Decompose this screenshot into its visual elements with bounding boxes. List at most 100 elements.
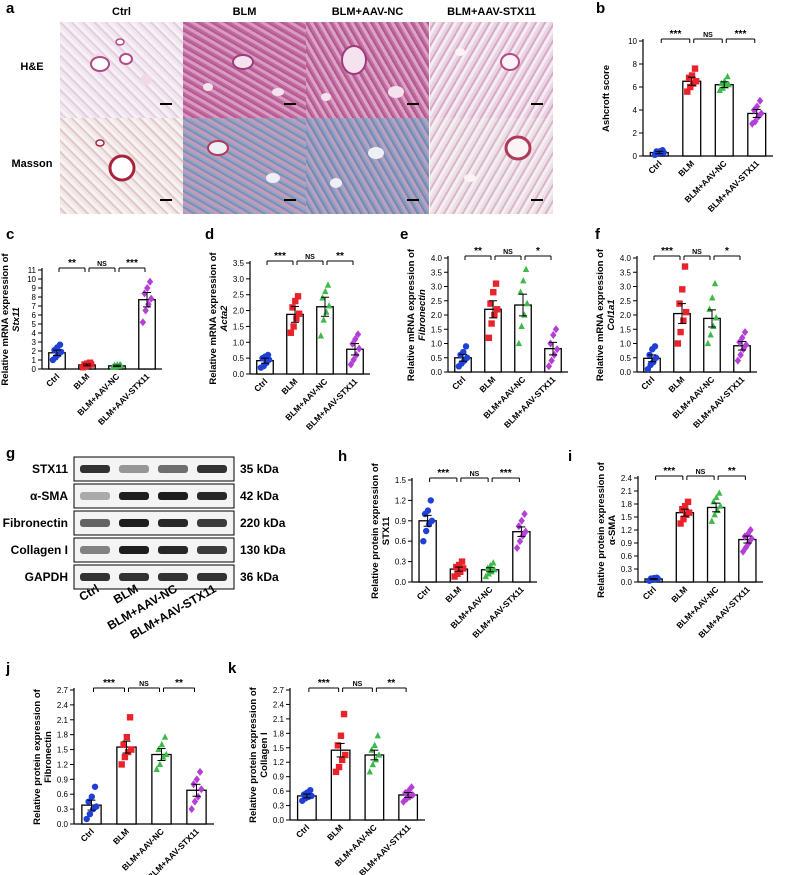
data-point [516,537,524,546]
y-tick-label: 1.8 [621,500,633,509]
x-tick-label: Ctrl [641,584,658,601]
data-point [56,341,64,348]
data-point [553,345,561,354]
data-point [490,289,497,296]
y-tick-label: 0.6 [273,787,285,796]
y-axis-label: Ashcroft score [601,65,612,132]
significance-label: NS [97,261,107,268]
data-point [711,511,718,518]
data-point [691,65,699,72]
bar [706,506,726,583]
x-tick-label: BLM [71,371,91,391]
chart-i: 0.0 0.3 0.6 0.9 1.2 1.5 1.8 2.1 2.4 Relative prot… [596,461,763,640]
y-tick-label: 1.2 [395,496,407,505]
significance-label: *** [103,678,115,689]
y-tick-label: 2.0 [431,311,443,320]
data-point [147,294,155,303]
data-point [493,306,501,313]
panel-letter-i: i [568,448,573,465]
data-point [86,359,94,366]
data-point [682,308,690,316]
data-point [368,746,375,753]
data-point [687,83,694,91]
data-point [320,316,327,323]
data-point [153,765,160,773]
data-point [522,527,529,536]
micrograph-masson-blm-aav-nc [306,118,429,214]
y-tick-label: 2 [633,129,638,138]
y-tick-label: 2.7 [57,686,69,695]
y-tick-label: 1.0 [620,340,632,349]
y-tick-label: 1.0 [431,340,443,349]
scale-bar [160,103,172,105]
y-tick-label: 0.9 [273,773,285,782]
data-point [547,339,554,348]
data-point [679,286,686,293]
data-point [188,805,195,814]
data-point [750,106,758,114]
micrograph-airways [203,54,284,96]
x-tick-label: BLM+AAV-STX11 [96,371,152,427]
data-point [332,768,340,776]
x-tick-label: Ctrl [252,376,269,393]
y-tick-label: 6 [32,311,37,320]
data-point [196,767,204,776]
y-tick-label: 3.5 [431,268,443,277]
significance-label: * [536,246,540,257]
data-point [739,333,746,342]
x-tick-label: BLM [443,584,463,604]
data-point [518,516,525,525]
data-point [342,751,349,759]
data-point [708,517,716,524]
x-tick-label: BLM [666,374,686,394]
y-tick-label: 0.9 [395,517,407,526]
data-point [681,502,689,510]
data-point [372,756,380,763]
y-tick-label: 1.2 [273,758,285,767]
y-tick-label: 1.2 [57,760,69,769]
y-axis-label-gene: Acta2 [219,305,230,333]
data-point [742,340,750,349]
y-axis-label-protein: Fibronectin [43,731,54,783]
chart-e: 0.0 0.5 1.0 1.5 2.0 2.5 3.0 3.5 4.0 Relative mRNA… [406,246,568,430]
chart-k: 0.0 0.3 0.6 0.9 1.2 1.5 1.8 2.1 2.4 2.7 Relative p… [248,678,425,875]
micrograph-airways [90,38,133,72]
significance-label: NS [353,681,363,688]
y-tick-label: 0.9 [621,539,633,548]
y-tick-label: 2.1 [273,715,285,724]
y-tick-label: 3 [32,338,37,347]
data-point [355,344,363,353]
data-point [488,320,495,327]
y-tick-label: 0 [633,152,638,161]
x-tick-label: Ctrl [646,158,663,175]
y-tick-label: 8 [633,60,638,69]
panel-letter-h: h [338,448,348,465]
histology-row-masson: Masson [11,158,53,170]
data-point [674,340,682,347]
y-tick-label: 1 [32,356,37,365]
y-tick-label: 0.0 [233,370,245,379]
significance-label: * [725,246,729,257]
micrograph-airways [455,48,520,71]
data-point [756,96,764,105]
panel-letter-a: a [6,0,15,17]
data-point [408,783,415,792]
y-tick-label: 2.4 [273,700,285,709]
y-tick-label: 8 [32,293,37,302]
scale-bar [531,199,543,201]
data-point [758,109,765,118]
data-point [128,746,135,753]
scale-bar [160,199,172,201]
data-point [460,348,467,356]
y-axis-label: Relative mRNA expression of [0,253,11,386]
data-point [334,742,342,749]
y-tick-label: 3.0 [620,283,632,292]
data-point [752,117,759,126]
panel-letter-d: d [205,226,215,243]
y-tick-label: 0.9 [57,775,69,784]
y-tick-label: 0.3 [57,805,69,814]
data-point [737,350,744,359]
data-point [163,750,170,758]
data-point [491,311,498,319]
data-point [545,362,553,371]
